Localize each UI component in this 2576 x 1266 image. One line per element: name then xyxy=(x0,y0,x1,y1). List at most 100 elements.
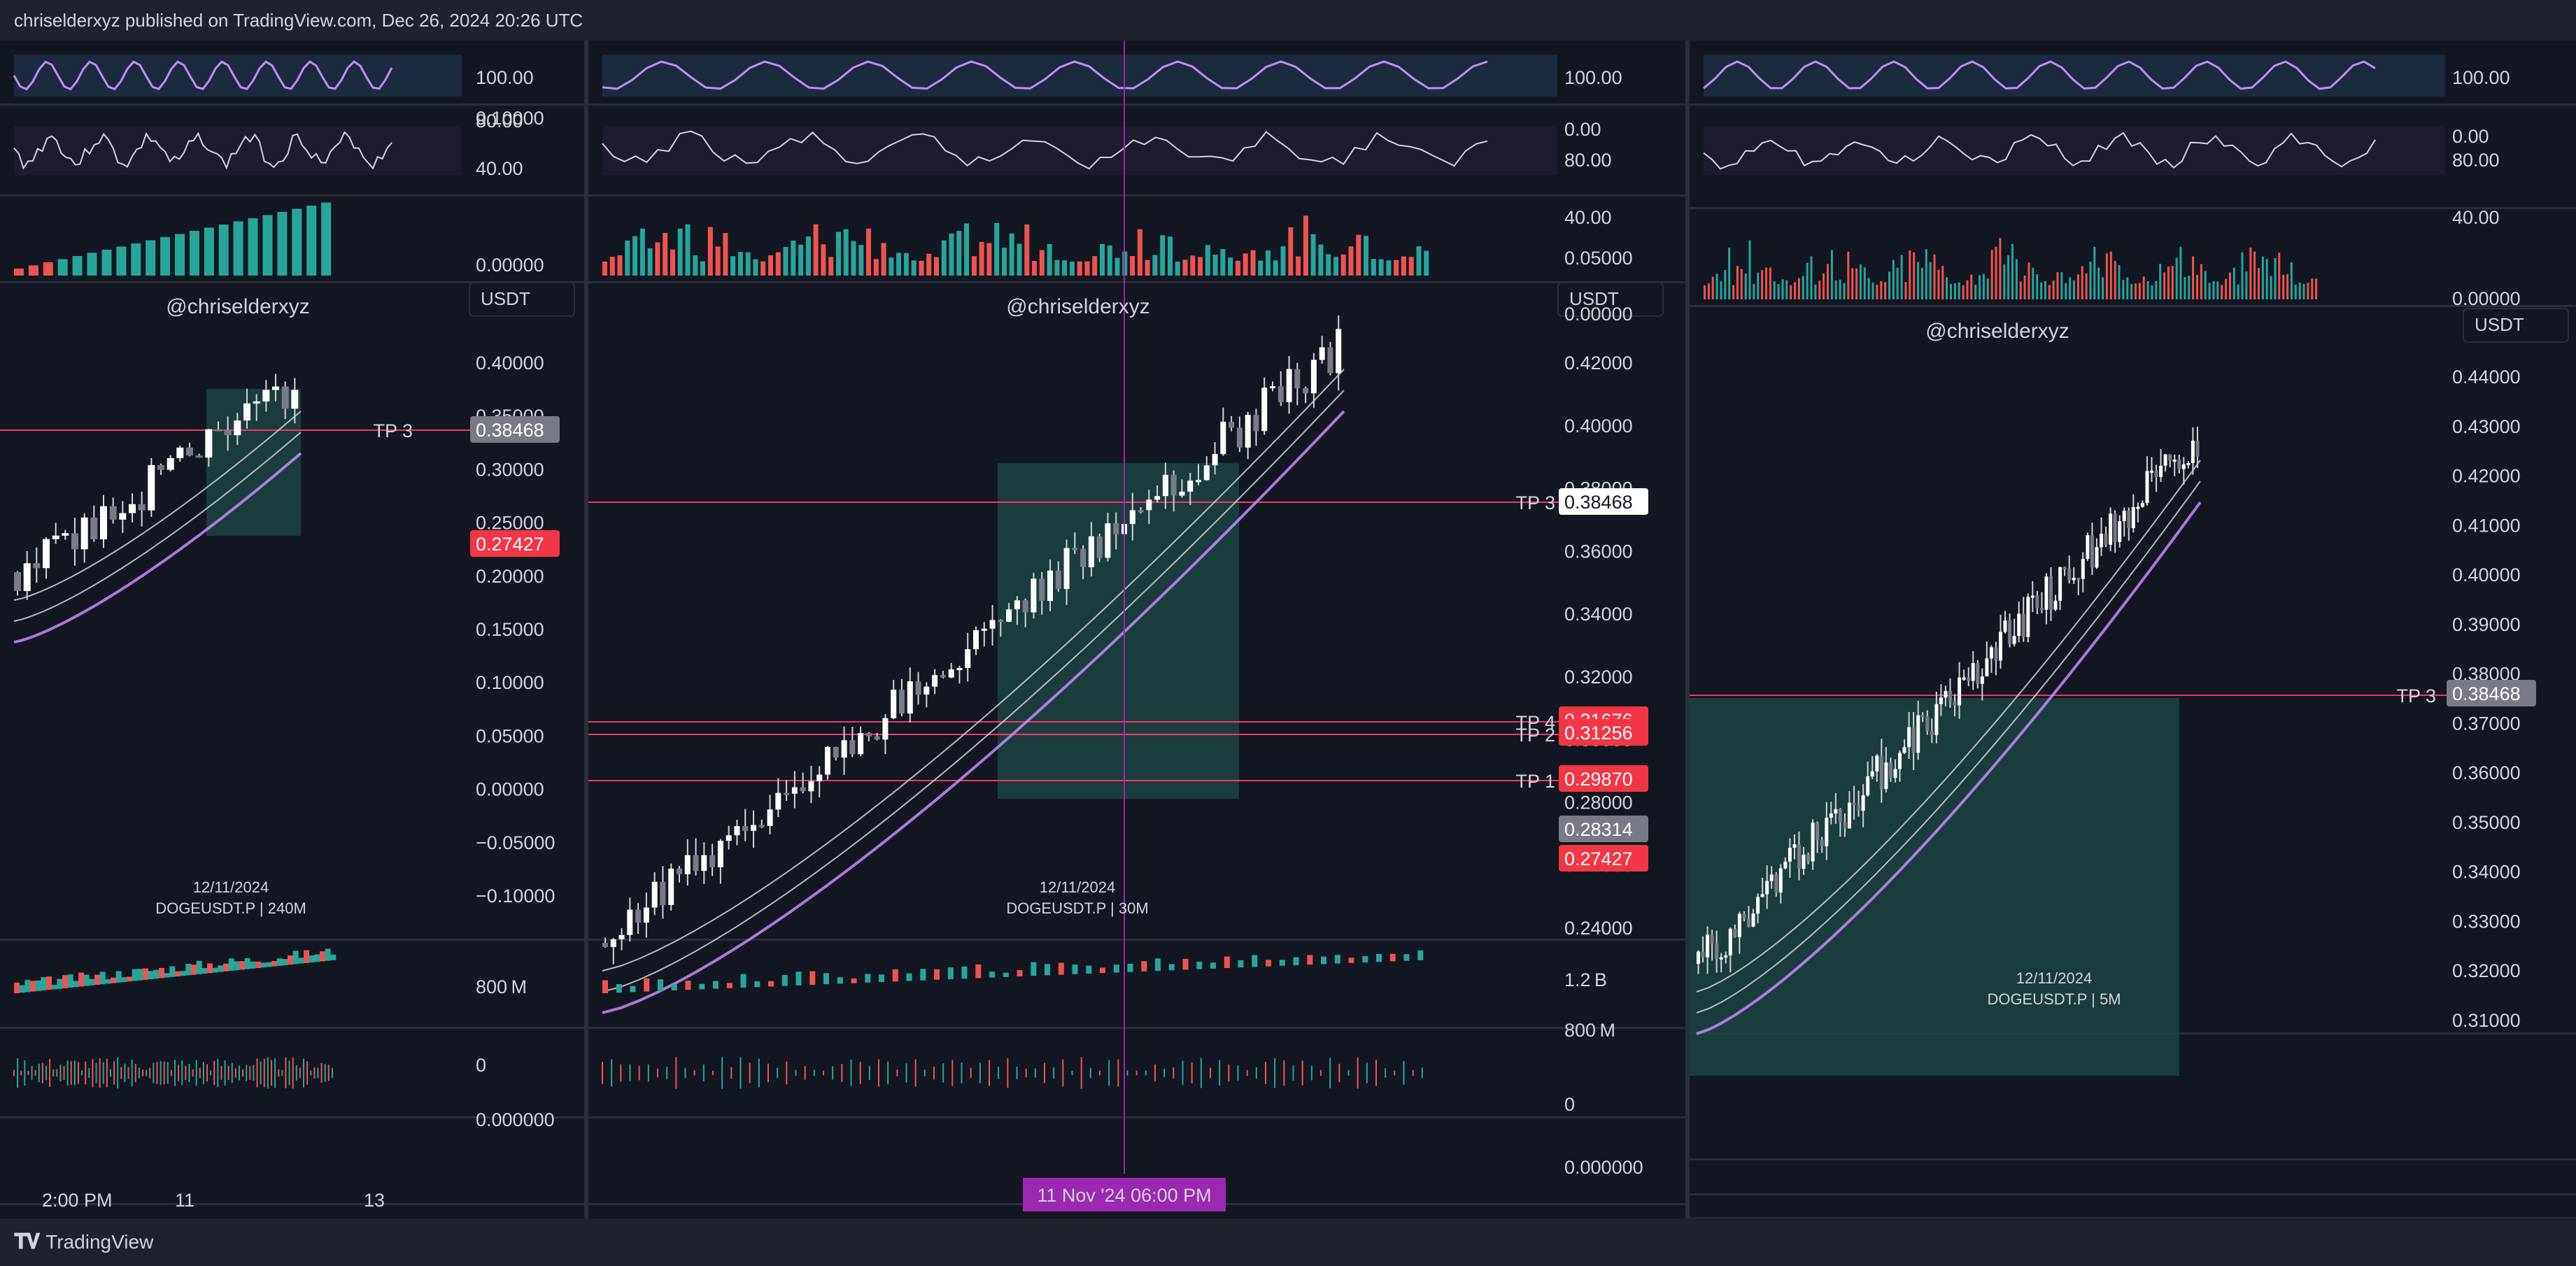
candle-body xyxy=(2195,441,2200,457)
histogram-bar xyxy=(1757,272,1760,299)
histogram-bar xyxy=(2007,255,2010,299)
volume-bar xyxy=(19,985,25,993)
candle-body xyxy=(1811,823,1815,862)
histogram-axis-label: 0.00000 xyxy=(2452,288,2521,309)
panel-divider[interactable] xyxy=(584,41,588,1218)
volume-bar xyxy=(196,960,202,974)
volume-bar xyxy=(304,950,309,963)
histogram-bar xyxy=(1765,267,1767,299)
candle-body xyxy=(1220,421,1226,455)
histogram-bar xyxy=(2073,280,2075,299)
candle-body xyxy=(858,733,864,755)
volume-bar xyxy=(1017,969,1023,976)
volume-bar xyxy=(314,954,320,962)
candle-body xyxy=(981,628,987,631)
candle-body xyxy=(157,464,164,470)
histogram-axis-label: 0.05000 xyxy=(1564,248,1633,269)
candle-body xyxy=(243,403,250,421)
candle-body xyxy=(742,826,749,831)
histogram-bar xyxy=(1062,260,1068,276)
brand-name[interactable]: TradingView xyxy=(45,1231,154,1253)
osc-axis-label: 40.00 xyxy=(476,158,523,179)
candle-body xyxy=(281,386,289,409)
pane-separator xyxy=(1690,207,2576,209)
histogram-bar xyxy=(2274,257,2277,299)
candle-body xyxy=(1039,578,1045,602)
histogram-bar xyxy=(1704,285,1706,299)
panel-divider[interactable] xyxy=(1685,41,1690,1218)
price-tag-label: 0.27427 xyxy=(1564,848,1633,869)
histogram-bar xyxy=(1054,259,1060,276)
chart-panel-30m[interactable]: 11 Nov '24 06:00 PM @chriselderxyz 12/11/2… xyxy=(588,41,1685,1218)
histogram-bar xyxy=(1761,270,1764,299)
candle-body xyxy=(907,681,913,714)
chart-panel-240m[interactable]: @chriselderxyz 12/11/2024 DOGEUSDT.P | 240… xyxy=(0,41,584,1218)
candle-body xyxy=(1196,480,1201,483)
candle-body xyxy=(1902,747,1906,753)
candle-body xyxy=(1006,609,1012,622)
histogram-bar xyxy=(836,232,841,276)
macd-axis-label: 0 xyxy=(476,1055,486,1076)
candle-body xyxy=(2131,506,2135,529)
histogram-bar xyxy=(131,243,141,276)
histogram-bar xyxy=(2138,283,2141,299)
histogram-bar xyxy=(1107,245,1112,276)
histogram-bar xyxy=(1909,250,1911,299)
histogram-bar xyxy=(1258,260,1264,276)
candle-body xyxy=(234,420,241,436)
candle-body xyxy=(2154,470,2158,477)
histogram-bar xyxy=(1273,260,1278,276)
volume-bar xyxy=(699,983,705,990)
histogram-bar xyxy=(1823,273,1825,299)
histogram-bar xyxy=(1303,215,1308,276)
candle-body xyxy=(1999,632,2002,661)
histogram-bar xyxy=(160,237,171,276)
candle-body xyxy=(602,943,608,947)
candle-body xyxy=(1875,755,1879,771)
chart-canvas[interactable]: 11 Nov '24 06:00 PM @chriselderxyz 12/11/2… xyxy=(588,41,1685,1218)
candle-body xyxy=(1072,548,1078,550)
volume-bar xyxy=(191,965,197,975)
histogram-bar xyxy=(2097,267,2100,299)
candle-body xyxy=(973,630,979,650)
histogram-bar xyxy=(2228,272,2231,299)
chart-panel-5m[interactable]: @chriselderxyz 12/11/2024 DOGEUSDT.P | 5M U… xyxy=(1690,41,2576,1218)
candle-body xyxy=(1783,861,1788,869)
moving-average-line xyxy=(13,411,302,601)
chart-canvas[interactable]: @chriselderxyz 12/11/2024 DOGEUSDT.P | 5M U… xyxy=(1690,41,2576,1218)
volume-bar xyxy=(1376,953,1382,962)
candle-body xyxy=(651,881,658,908)
histogram-bar xyxy=(949,233,954,276)
histogram-bar xyxy=(2076,274,2079,299)
price-axis-label: 0.34000 xyxy=(2452,862,2521,883)
chart-canvas[interactable]: @chriselderxyz 12/11/2024 DOGEUSDT.P | 240… xyxy=(0,41,584,1218)
histogram-bar xyxy=(1753,283,1755,299)
volume-bar xyxy=(1266,960,1271,967)
candle-body xyxy=(874,736,880,740)
histogram-bar xyxy=(791,241,796,276)
volume-bar xyxy=(325,948,331,961)
candle-body xyxy=(1857,804,1861,811)
volume-bar xyxy=(975,964,982,979)
candle-body xyxy=(1953,702,1957,706)
candle-body xyxy=(940,675,946,678)
candle-body xyxy=(23,563,31,591)
histogram-bar xyxy=(233,221,243,276)
candle-body xyxy=(2172,460,2177,462)
histogram-bar xyxy=(1017,243,1022,276)
volume-bar xyxy=(185,963,192,976)
tradingview-logo-icon[interactable]: 𝐓𝐕 xyxy=(14,1230,40,1253)
pane-separator xyxy=(1690,305,2576,307)
histogram-bar xyxy=(1364,236,1368,276)
tp-label: TP 3 xyxy=(2396,685,2436,706)
histogram-bar xyxy=(2065,283,2067,299)
candle-body xyxy=(2081,559,2085,579)
candle-body xyxy=(1245,415,1251,448)
candle-body xyxy=(1031,578,1037,613)
histogram-bar xyxy=(101,250,112,276)
histogram-bar xyxy=(2056,272,2059,299)
volume-bar xyxy=(127,976,132,982)
histogram-bar xyxy=(715,246,721,276)
histogram-bar xyxy=(277,212,288,276)
candle-body xyxy=(1980,676,1984,684)
